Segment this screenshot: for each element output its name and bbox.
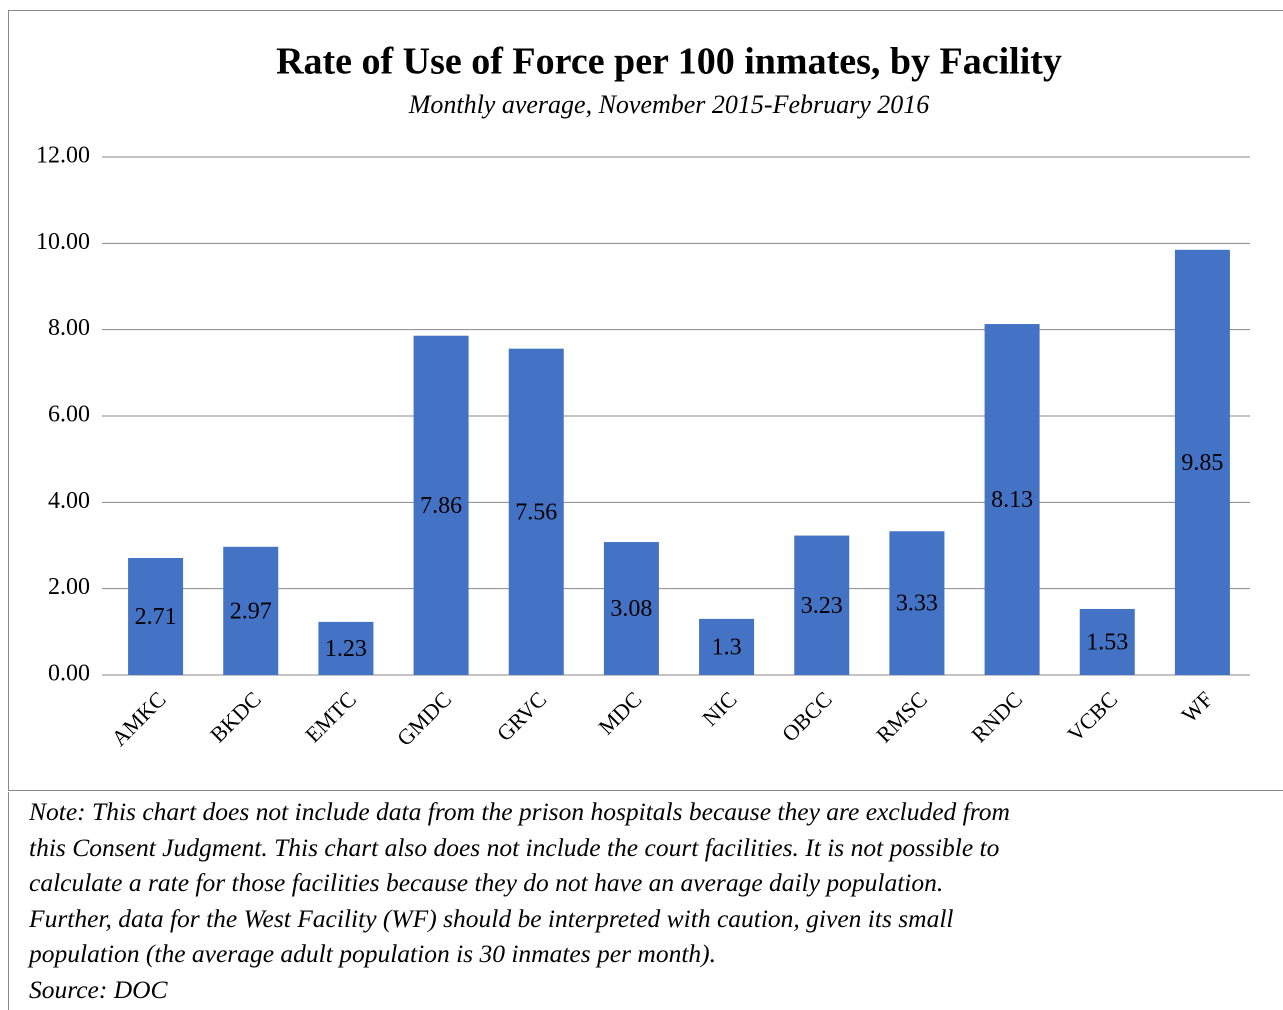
data-label: 9.85: [1181, 450, 1223, 476]
y-tick-label: 2.00: [48, 574, 90, 600]
bar: [128, 558, 184, 675]
y-tick-label: 4.00: [48, 488, 90, 514]
data-label: 2.97: [230, 598, 272, 624]
note: Note: This chart does not include data f…: [8, 792, 1283, 1010]
chart: Rate of Use of Force per 100 inmates, by…: [8, 10, 1283, 791]
note-line: population (the average adult population…: [29, 939, 717, 969]
y-tick-label: 10.00: [36, 229, 90, 255]
y-tick-label: 8.00: [48, 315, 90, 341]
bar: [984, 324, 1040, 675]
data-label: 1.3: [712, 634, 742, 660]
bar: [318, 621, 374, 675]
bar: [413, 335, 469, 675]
data-label: 7.56: [515, 499, 557, 525]
data-label: 2.71: [135, 604, 177, 630]
chart-title: Rate of Use of Force per 100 inmates, by…: [276, 41, 1062, 83]
note-line: this Consent Judgment. This chart also d…: [29, 832, 1000, 862]
y-tick-label: 12.00: [36, 143, 90, 169]
source: Source: DOC: [29, 974, 168, 1004]
note-line: Note: This chart does not include data f…: [29, 797, 1010, 826]
bar: [699, 618, 755, 675]
data-label: 3.23: [801, 593, 843, 619]
bar: [603, 542, 659, 675]
data-label: 7.86: [420, 493, 462, 519]
chart-subtitle: Monthly average, November 2015-February …: [408, 90, 930, 119]
bar: [794, 535, 850, 675]
bar: [223, 546, 279, 675]
note-line: Further, data for the West Facility (WF)…: [29, 903, 954, 933]
data-label: 1.23: [325, 636, 367, 662]
note-line: calculate a rate for those facilities be…: [29, 868, 944, 898]
data-label: 8.13: [991, 487, 1033, 513]
data-label: 3.08: [610, 596, 652, 622]
bar: [1174, 249, 1230, 675]
bar: [508, 348, 564, 675]
y-tick-label: 0.00: [48, 661, 90, 687]
data-label: 1.53: [1086, 629, 1128, 655]
y-tick-label: 6.00: [48, 402, 90, 428]
data-label: 3.33: [896, 591, 938, 617]
bar: [1079, 608, 1135, 675]
bar: [889, 531, 945, 675]
